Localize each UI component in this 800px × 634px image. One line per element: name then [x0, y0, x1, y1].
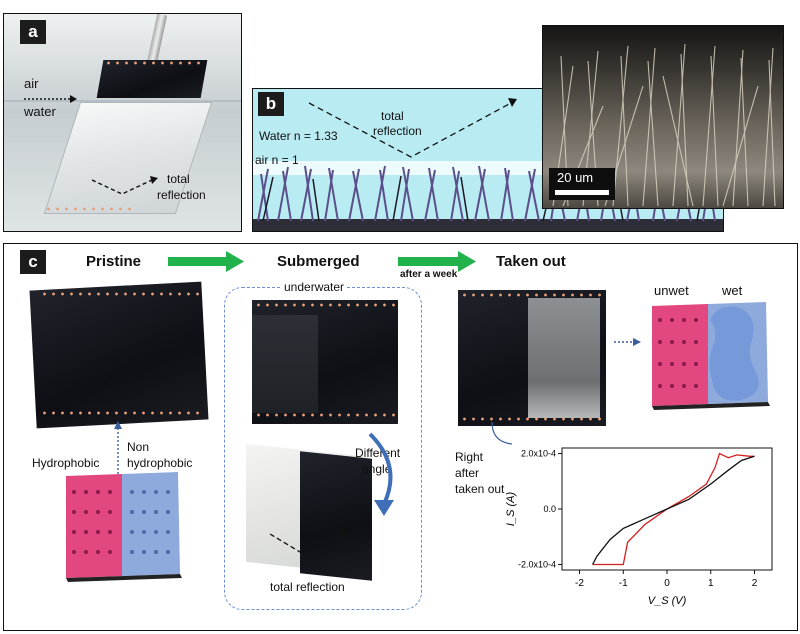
submerged-lighter-half	[252, 315, 318, 413]
pristine-schematic	[66, 472, 182, 582]
electrode-dots-bottom	[44, 206, 134, 212]
sem-image: 20 um	[542, 25, 784, 209]
label-hydrophobic: Hydrophobic	[32, 456, 100, 470]
note-arrow	[491, 421, 513, 445]
label-unwet: unwet	[654, 283, 689, 298]
wet-unwet-schematic	[652, 302, 770, 410]
label-reflection: reflection	[157, 188, 206, 202]
submerged-electrodes-top	[254, 302, 396, 308]
taken-out-dotted-arrow	[614, 338, 641, 346]
y-tick-label: 0.0	[543, 504, 556, 514]
label-total-reflection: total reflection	[270, 580, 345, 594]
header-submerged: Submerged	[277, 253, 360, 270]
taken-out-wet-half	[528, 298, 600, 418]
pristine-electrodes-bottom	[40, 410, 202, 416]
panel-c-tag: c	[20, 250, 46, 274]
x-tick-label: -2	[575, 578, 584, 589]
y-tick-label: 2.0x10-4	[521, 449, 556, 459]
angle-reflection-arrow	[269, 528, 350, 553]
y-tick-label: -2.0x10-4	[518, 559, 556, 569]
label-non-hydrophobic: hydrophobic	[127, 456, 193, 470]
label-air-n: air n = 1	[255, 153, 299, 167]
label-wet: wet	[722, 283, 743, 298]
green-arrows	[168, 251, 476, 272]
y-axis-label: I_S (A)	[505, 492, 517, 527]
label-total: total	[167, 172, 190, 186]
x-tick-label: 2	[752, 578, 758, 589]
scale-bar-label: 20 um	[557, 170, 594, 185]
label-total-b: total	[381, 109, 404, 123]
label-reflection-b: reflection	[373, 124, 422, 138]
label-underwater: underwater	[281, 280, 348, 294]
scale-bar	[555, 190, 609, 195]
taken-out-electrodes-top	[460, 292, 604, 298]
x-axis-label: V_S (V)	[648, 595, 687, 607]
label-water: water	[24, 104, 56, 119]
panel-a: air water total reflection	[3, 13, 242, 232]
panel-c	[3, 243, 798, 631]
x-tick-label: 1	[708, 578, 714, 589]
label-after: after	[455, 466, 480, 480]
submerged-electrodes-bottom	[254, 412, 396, 418]
taken-out-electrodes-bottom	[460, 416, 604, 422]
pristine-dotted-arrow	[114, 421, 122, 474]
label-water-n: Water n = 1.33	[259, 129, 338, 143]
water-surface	[4, 100, 241, 102]
label-non: Non	[127, 440, 150, 454]
label-right: Right	[455, 450, 484, 464]
panel-a-tag: a	[20, 20, 46, 44]
header-taken-out: Taken out	[496, 253, 566, 270]
panel-b-tag: b	[258, 92, 284, 116]
iv-curve-0	[592, 452, 755, 566]
label-taken-out-note: taken out	[455, 482, 505, 496]
electrode-dots	[104, 60, 202, 66]
curved-arrow	[368, 432, 394, 516]
pristine-sample-photo	[29, 281, 209, 429]
label-after-week: after a week	[400, 269, 458, 280]
iv-chart: -2 -1 0 1 2 -2.0x10-4 0.0 2.0x10-4 V_S (V) I_S (A…	[505, 447, 773, 607]
label-air: air	[24, 76, 39, 91]
scale-bar-box: 20 um	[549, 168, 615, 200]
x-tick-label: -1	[619, 578, 628, 589]
iv-curve-1	[592, 455, 755, 565]
panel-a-arrows	[24, 95, 158, 195]
panel-b-arrows	[308, 98, 517, 158]
x-tick-label: 0	[664, 578, 670, 589]
label-different: Different	[355, 446, 401, 460]
header-pristine: Pristine	[86, 253, 142, 270]
label-angle: angle	[362, 462, 392, 476]
pristine-electrodes-top	[40, 291, 202, 297]
